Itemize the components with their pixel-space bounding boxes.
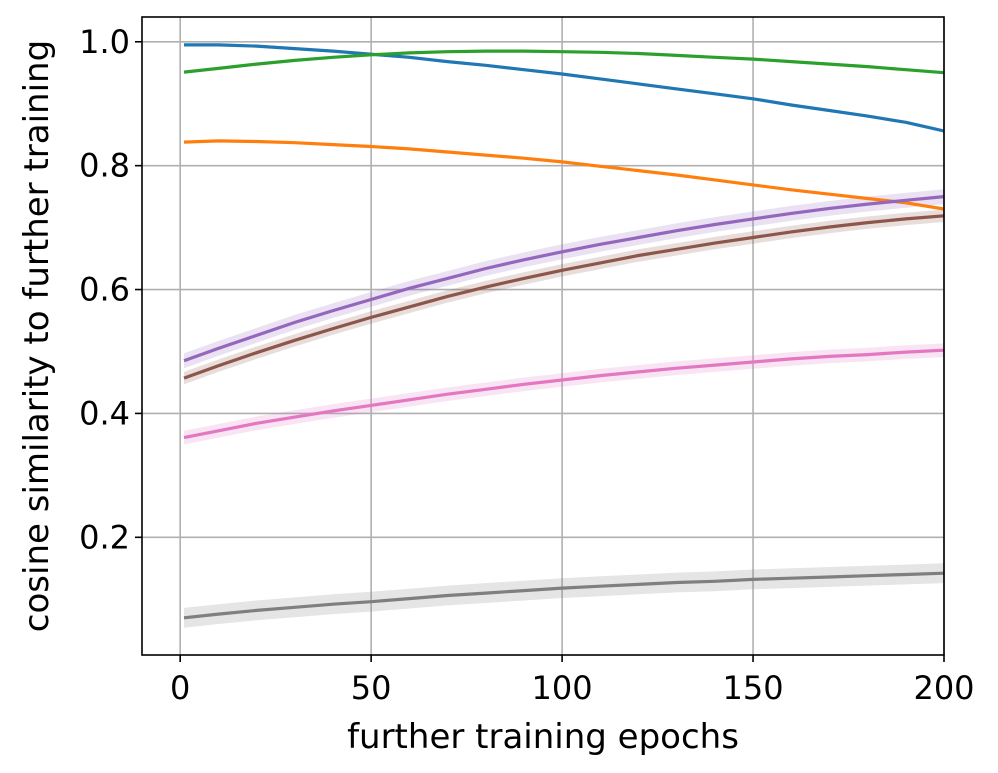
series-line-2 [183, 139, 945, 211]
series-line-4 [183, 195, 945, 363]
x-tick-label: 0 [170, 669, 190, 707]
y-tick-label: 0.2 [79, 518, 130, 556]
x-axis-label: further training epochs [347, 717, 739, 757]
x-tick-label: 200 [913, 669, 974, 707]
series-line-1 [184, 43, 945, 133]
y-tick-label: 1.0 [79, 23, 130, 61]
series-line-6 [183, 348, 945, 440]
series-line-5 [183, 214, 945, 380]
x-axis-ticks: 0 50 100 150 200 [170, 655, 975, 707]
x-tick-label: 50 [351, 669, 392, 707]
y-tick-label: 0.6 [79, 271, 130, 309]
grid [142, 17, 945, 655]
series-band-6 [184, 343, 944, 445]
y-tick-label: 0.4 [79, 394, 130, 432]
series-lines [183, 43, 945, 620]
y-axis-ticks: 0.2 0.4 0.6 0.8 1.0 [79, 23, 142, 556]
series-line-7 [183, 571, 945, 620]
y-tick-label: 0.8 [79, 147, 130, 185]
y-axis-label: cosine similarity to further training [17, 40, 57, 632]
x-tick-label: 150 [723, 669, 784, 707]
series-line-3 [183, 49, 945, 75]
series-band-5 [184, 209, 944, 385]
plot-frame [141, 16, 945, 656]
plot-background [142, 17, 944, 655]
series-band-4 [184, 189, 944, 369]
x-tick-label: 100 [532, 669, 593, 707]
